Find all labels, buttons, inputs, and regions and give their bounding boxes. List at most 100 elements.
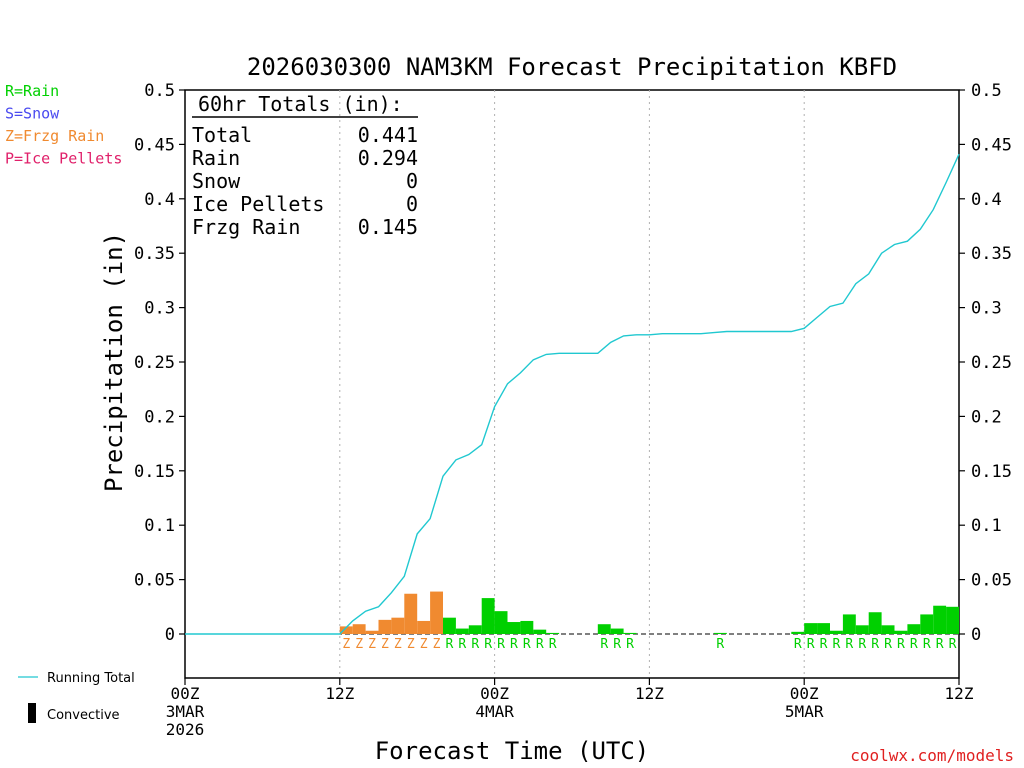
totals-box: 60hr Totals (in): Total 0.441 Rain 0.294 Sno… xyxy=(192,92,418,239)
ptype-label: R xyxy=(833,637,841,652)
y-tick-label-left: 0.4 xyxy=(144,190,175,210)
precip-bar xyxy=(881,625,895,634)
running-total-line xyxy=(185,153,960,635)
precip-bar xyxy=(378,619,392,634)
precip-bar xyxy=(713,632,727,634)
ptype-label: R xyxy=(446,637,454,652)
precip-bar xyxy=(791,631,805,634)
totals-row-value: 0 xyxy=(406,169,418,193)
precip-bar xyxy=(610,628,624,634)
ptype-label: Z xyxy=(433,637,441,652)
ptype-label: R xyxy=(858,637,866,652)
chart-title: 2026030300 NAM3KM Forecast Precipitation… xyxy=(247,53,897,81)
x-tick-label: 12Z xyxy=(635,684,664,703)
convective-legend-swatch xyxy=(28,703,36,723)
y-tick-label-right: 0.35 xyxy=(971,244,1012,264)
ptype-legend-item: R=Rain xyxy=(5,82,59,100)
ptype-label: R xyxy=(497,637,505,652)
ptype-label: R xyxy=(936,637,944,652)
x-tick-label: 12Z xyxy=(945,684,974,703)
ptype-label: Z xyxy=(420,637,428,652)
totals-row-label: Snow xyxy=(192,169,241,193)
ptype-label: R xyxy=(613,637,621,652)
precip-bar xyxy=(907,624,921,634)
precip-bar xyxy=(443,617,456,634)
y-tick-label-right: 0.05 xyxy=(971,571,1012,591)
precip-bar xyxy=(830,630,843,634)
ptype-label: R xyxy=(923,637,931,652)
y-tick-label-right: 0.25 xyxy=(971,353,1012,373)
running-total-layer xyxy=(185,153,960,635)
ptype-label: R xyxy=(897,637,905,652)
y-tick-label-right: 0.4 xyxy=(971,190,1002,210)
x-tick-label: 00Z xyxy=(171,684,200,703)
ptype-label: R xyxy=(523,637,531,652)
x-tick-label: 12Z xyxy=(325,684,354,703)
y-tick-label-left: 0.05 xyxy=(134,571,175,591)
precip-bar xyxy=(468,625,482,634)
y-tick-label-left: 0.1 xyxy=(144,516,175,536)
grid-layer xyxy=(185,90,959,678)
ptype-legend: R=Rain S=Snow Z=Frzg Rain P=Ice Pellets xyxy=(5,82,122,168)
ptype-label: Z xyxy=(407,637,415,652)
totals-header: 60hr Totals (in): xyxy=(198,92,403,116)
y-tick-label-left: 0.35 xyxy=(134,244,175,264)
precip-bar xyxy=(520,620,534,634)
y-tick-label-left: 0 xyxy=(165,625,175,645)
site-credit: coolwx.com/models xyxy=(850,746,1014,765)
y-axis-label: Precipitation (in) xyxy=(100,232,128,492)
running-total-legend-label: Running Total xyxy=(47,671,135,686)
totals-row-label: Total xyxy=(192,123,252,147)
totals-row-label: Frzg Rain xyxy=(192,215,300,239)
ptype-label: R xyxy=(820,637,828,652)
precip-bar xyxy=(804,623,818,634)
ptype-label: R xyxy=(716,637,724,652)
ptype-legend-item: Z=Frzg Rain xyxy=(5,127,104,145)
precip-bar xyxy=(868,612,882,634)
y-tick-label-right: 0 xyxy=(971,625,981,645)
precip-bar xyxy=(933,605,947,634)
ptype-label: R xyxy=(484,637,492,652)
y-tick-label-left: 0.25 xyxy=(134,353,175,373)
y-tick-label-right: 0.1 xyxy=(971,516,1002,536)
precip-bar xyxy=(920,614,934,634)
line-legend: Running Total Convective xyxy=(18,671,135,723)
precip-bar xyxy=(404,593,418,634)
x-tick-label: 2026 xyxy=(166,720,205,739)
y-tick-label-right: 0.3 xyxy=(971,299,1002,319)
x-tick-label: 00Z xyxy=(480,684,509,703)
precip-bar xyxy=(417,620,431,634)
totals-row-label: Ice Pellets xyxy=(192,192,324,216)
y-tick-label-right: 0.15 xyxy=(971,462,1012,482)
precip-bar xyxy=(546,632,560,634)
y-tick-label-left: 0.3 xyxy=(144,299,175,319)
ptype-label: R xyxy=(471,637,479,652)
precip-bar xyxy=(623,632,637,634)
y-tick-label-left: 0.15 xyxy=(134,462,175,482)
ptype-label: R xyxy=(845,637,853,652)
y-tick-label-right: 0.2 xyxy=(971,407,1002,427)
precip-bar xyxy=(842,614,856,634)
ptype-label: R xyxy=(536,637,544,652)
precip-bar xyxy=(455,628,469,634)
precip-bar xyxy=(597,624,611,634)
totals-row-label: Rain xyxy=(192,146,240,170)
totals-row-value: 0.441 xyxy=(358,123,418,147)
totals-row-value: 0 xyxy=(406,192,418,216)
totals-rows: Total 0.441 Rain 0.294 Snow 0 Ice Pellets 0 Frzg… xyxy=(192,123,418,239)
x-tick-label: 5MAR xyxy=(785,702,824,721)
precip-bar xyxy=(894,630,908,634)
bars-layer xyxy=(339,591,959,634)
plot-frame xyxy=(184,89,960,679)
ptype-label: R xyxy=(794,637,802,652)
ptype-legend-item: P=Ice Pellets xyxy=(5,150,122,168)
ptype-label: Z xyxy=(342,637,350,652)
precip-bar xyxy=(391,617,405,634)
precip-bar xyxy=(533,629,547,634)
x-tick-label: 00Z xyxy=(790,684,819,703)
ptype-label: R xyxy=(626,637,634,652)
totals-row-value: 0.294 xyxy=(358,146,418,170)
x-tick-label: 3MAR xyxy=(166,702,205,721)
